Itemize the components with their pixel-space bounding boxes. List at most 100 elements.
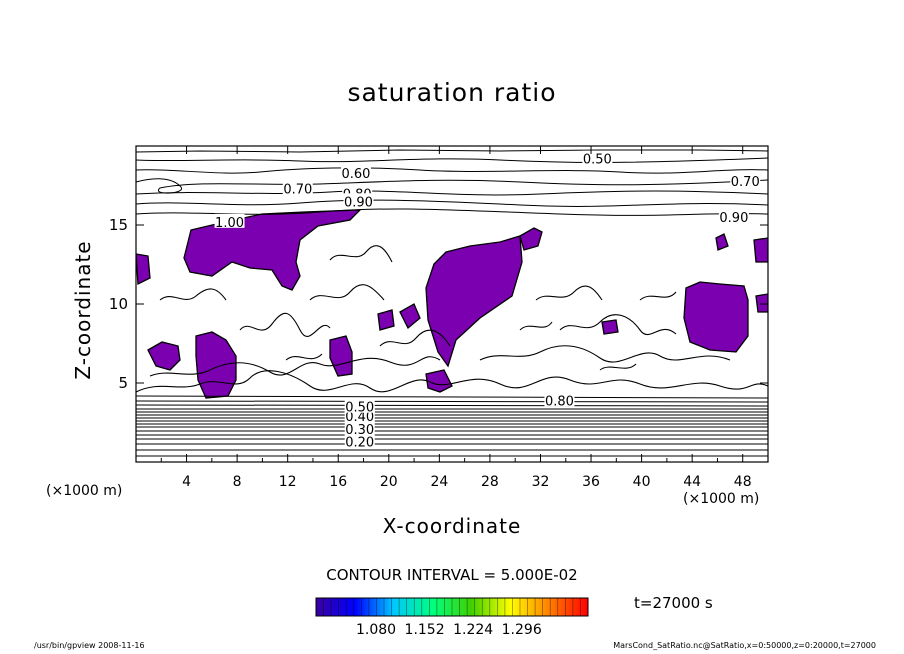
x-tick-label: 20 <box>380 474 398 490</box>
y-axis: 5 10 15 <box>109 216 768 392</box>
colorbar-label: 1.224 <box>453 622 494 638</box>
contour-label-bg <box>544 392 575 407</box>
contour-line <box>136 400 768 403</box>
contour-label: 0.50 <box>583 153 612 168</box>
region-blob <box>329 335 353 377</box>
x-tick-label: 48 <box>734 474 752 490</box>
contour-label-bg <box>340 164 371 179</box>
colorbar-label: 1.296 <box>501 622 542 638</box>
x-axis-label: X-coordinate <box>382 514 522 538</box>
contour-line <box>329 245 393 263</box>
region-blob <box>399 303 421 330</box>
contour-line <box>136 157 768 163</box>
contour-label-bg <box>344 433 375 448</box>
contour-line <box>136 395 768 399</box>
contour-label: 0.80 <box>545 394 574 409</box>
region-blob <box>755 293 768 313</box>
contour-label: 0.70 <box>731 175 760 190</box>
x-tick-label: 8 <box>233 474 242 490</box>
contour-line <box>159 288 227 301</box>
x-axis-unit-left: (×1000 m) <box>46 483 123 499</box>
contour-label-bg <box>344 398 375 413</box>
contour-interval-label: CONTOUR INTERVAL = 5.000E-02 <box>326 566 578 584</box>
x-tick-label: 16 <box>329 474 347 490</box>
contour-line <box>559 314 677 336</box>
contour-label: 0.70 <box>283 183 312 198</box>
contour-label-bg <box>582 150 613 165</box>
region-blob <box>519 227 543 251</box>
contour-label-bg <box>282 180 313 195</box>
region-blob <box>136 253 151 286</box>
x-tick-label: 36 <box>582 474 600 490</box>
chart-title: saturation ratio <box>347 78 557 107</box>
region-blob <box>147 341 181 371</box>
region-blob <box>183 209 362 291</box>
upper-contours <box>136 149 768 216</box>
colorbar-labels: 1.080 1.152 1.224 1.296 <box>356 622 542 638</box>
contour-line <box>639 291 677 301</box>
contour-line <box>285 353 323 361</box>
region-blob <box>601 319 619 335</box>
x-tick-label: 28 <box>481 474 499 490</box>
contour-line <box>479 345 731 363</box>
colorbar-ticks <box>323 598 581 616</box>
contour-label: 0.40 <box>345 410 374 425</box>
contour-line <box>136 149 768 153</box>
contour-label: 0.20 <box>345 435 374 450</box>
contour-label: 0.60 <box>341 167 370 182</box>
contour-line <box>149 356 441 377</box>
contour-label: 0.30 <box>345 423 374 438</box>
contour-line <box>535 285 603 301</box>
contour-label-bg <box>718 209 749 224</box>
time-stamp: t=27000 s <box>634 594 713 612</box>
contour-label: 0.90 <box>344 195 373 210</box>
supersaturated-regions <box>136 209 768 399</box>
y-tick-label: 15 <box>109 216 128 234</box>
x-tick-label: 12 <box>279 474 297 490</box>
contour-label-bg <box>344 420 375 435</box>
x-tick-label: 44 <box>683 474 701 490</box>
region-blob <box>425 369 453 393</box>
contour-line <box>136 404 768 407</box>
contour-label: 0.50 <box>345 401 374 416</box>
footer-command: /usr/bin/gpview 2008-11-16 <box>34 641 145 650</box>
contour-line <box>599 363 637 371</box>
lower-contours <box>136 395 768 457</box>
contour-label-group: 0.50 0.60 0.70 0.80 0.90 0.70 0.90 1.00 0.200.30… <box>214 150 761 450</box>
contour-line <box>136 370 768 393</box>
y-axis-label: Z-coordinate <box>71 240 95 380</box>
region-blob <box>425 235 523 368</box>
contour-line <box>519 321 553 331</box>
x-tick-label: 24 <box>430 474 448 490</box>
region-blob <box>195 331 237 399</box>
x-axis: 4 8 12 16 20 24 28 32 36 40 44 48 <box>160 146 752 490</box>
region-blob <box>753 237 768 263</box>
contour-line <box>136 190 768 196</box>
region-blob <box>377 309 395 331</box>
y-tick-label: 5 <box>118 374 128 392</box>
y-tick-label: 10 <box>109 295 128 313</box>
x-tick-label: 32 <box>532 474 550 490</box>
contour-label-bg <box>214 213 245 228</box>
contour-line <box>239 312 331 337</box>
x-tick-label: 40 <box>633 474 651 490</box>
footer-source: MarsCond_SatRatio.nc@SatRatio,x=0:50000,… <box>613 641 876 650</box>
colorbar-label: 1.152 <box>404 622 445 638</box>
contour-line <box>309 284 385 301</box>
contour-label-bg <box>343 193 374 208</box>
x-tick-label: 4 <box>182 474 191 490</box>
colorbar <box>315 597 589 617</box>
region-blob <box>683 281 749 353</box>
contour-line <box>379 329 451 347</box>
colorbar-label: 1.080 <box>356 622 397 638</box>
mid-contours <box>136 245 768 393</box>
contour-label: 0.90 <box>719 211 748 226</box>
x-axis-unit-right: (×1000 m) <box>683 491 760 507</box>
contour-line <box>136 178 768 194</box>
contour-label: 1.00 <box>215 216 244 231</box>
contour-line <box>136 199 768 207</box>
contour-line <box>136 167 768 174</box>
region-blob <box>715 233 729 251</box>
contour-label-bg <box>730 172 761 187</box>
